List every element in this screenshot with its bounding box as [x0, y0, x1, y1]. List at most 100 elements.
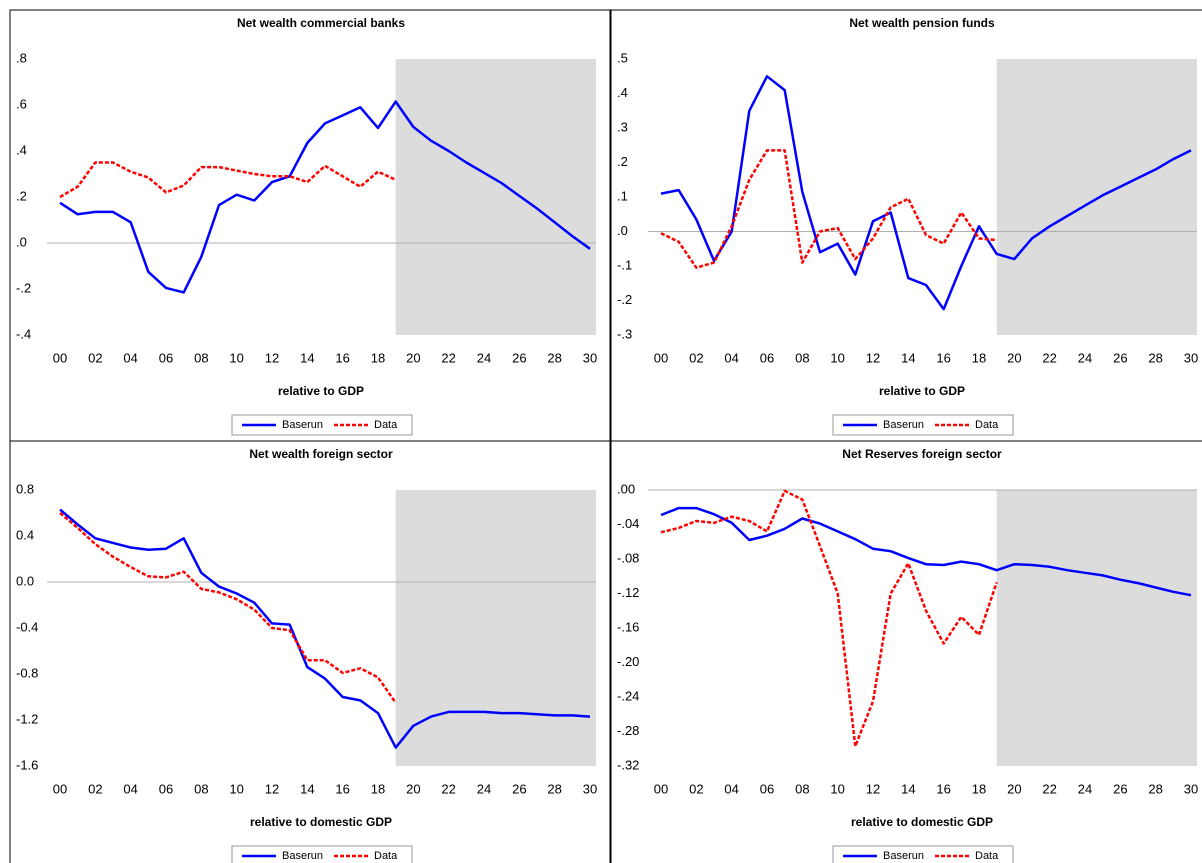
- x-tick-label: 00: [53, 350, 67, 365]
- x-tick-label: 08: [795, 781, 809, 796]
- x-axis-label: relative to GDP: [879, 384, 965, 398]
- y-tick-label: -.32: [617, 757, 639, 772]
- x-tick-label: 04: [724, 350, 738, 365]
- chart-title: Net wealth foreign sector: [249, 447, 393, 461]
- y-tick-label: .4: [617, 85, 628, 100]
- x-tick-label: 26: [512, 350, 526, 365]
- x-tick-label: 22: [1042, 350, 1056, 365]
- x-tick-label: 24: [477, 781, 491, 796]
- x-tick-label: 18: [972, 781, 986, 796]
- series-line: [660, 506, 1192, 597]
- x-tick-label: 26: [1113, 781, 1127, 796]
- x-tick-label: 30: [583, 781, 597, 796]
- chart-panel: Net Reserves foreign sector -.32 -.28 -.24 -…: [610, 440, 1202, 863]
- x-tick-label: 24: [477, 350, 491, 365]
- y-tick-label: .2: [617, 154, 628, 169]
- x-tick-label: 16: [936, 781, 950, 796]
- legend-label: Data: [374, 419, 398, 431]
- legend-label: Baserun: [282, 419, 323, 431]
- x-tick-label: 06: [159, 781, 173, 796]
- legend-label: Data: [975, 850, 999, 862]
- y-tick-label: -.16: [617, 619, 639, 634]
- legend-label: Baserun: [883, 419, 924, 431]
- series-line: [59, 100, 591, 294]
- y-tick-label: .0: [617, 223, 628, 238]
- y-tick-label: -.4: [16, 326, 31, 341]
- x-tick-label: 20: [1007, 781, 1021, 796]
- x-tick-label: 28: [1148, 350, 1162, 365]
- legend-label: Baserun: [883, 850, 924, 862]
- x-tick-label: 28: [547, 350, 561, 365]
- x-tick-label: 04: [123, 350, 137, 365]
- x-tick-label: 10: [830, 350, 844, 365]
- x-tick-label: 08: [194, 781, 208, 796]
- x-tick-label: 06: [760, 350, 774, 365]
- x-tick-label: 24: [1078, 350, 1092, 365]
- legend-box: [832, 414, 1014, 436]
- y-tick-label: .4: [16, 142, 27, 157]
- y-tick-label: -.08: [617, 550, 639, 565]
- legend-box: [832, 845, 1014, 863]
- x-tick-label: 10: [229, 781, 243, 796]
- chart-title: Net Reserves foreign sector: [842, 447, 1002, 461]
- legend-label: Data: [374, 850, 398, 862]
- x-tick-label: 02: [88, 781, 102, 796]
- x-tick-label: 26: [1113, 350, 1127, 365]
- series-line: [660, 489, 998, 748]
- x-tick-label: 04: [123, 781, 137, 796]
- y-tick-label: 0.0: [16, 573, 34, 588]
- chart-panel: Net wealth pension funds -.3 -.2 -.1 .0 .1 .2.…: [610, 9, 1202, 442]
- legend-box: [231, 845, 413, 863]
- forecast-shade: [395, 59, 596, 335]
- x-tick-label: 18: [972, 350, 986, 365]
- y-tick-label: -.1: [617, 257, 632, 272]
- legend-label: Data: [975, 419, 999, 431]
- chart-panel: Net wealth commercial banks -.4 -.2 .0 .2 .4.…: [9, 9, 611, 442]
- x-tick-label: 28: [547, 781, 561, 796]
- x-tick-label: 26: [512, 781, 526, 796]
- x-tick-label: 22: [441, 781, 455, 796]
- x-tick-label: 18: [371, 350, 385, 365]
- x-tick-label: 14: [300, 350, 314, 365]
- panel-frame: [9, 440, 611, 863]
- x-tick-label: 12: [265, 781, 279, 796]
- x-tick-label: 20: [1007, 350, 1021, 365]
- series-line: [59, 508, 591, 749]
- x-tick-label: 08: [194, 350, 208, 365]
- x-tick-label: 00: [654, 350, 668, 365]
- x-tick-label: 20: [406, 781, 420, 796]
- x-tick-label: 12: [866, 350, 880, 365]
- panel-frame: [610, 440, 1202, 863]
- x-tick-label: 06: [760, 781, 774, 796]
- legend-label: Baserun: [282, 850, 323, 862]
- x-tick-label: 22: [441, 350, 455, 365]
- y-tick-label: -1.6: [16, 757, 38, 772]
- x-tick-label: 06: [159, 350, 173, 365]
- y-tick-label: -1.2: [16, 711, 38, 726]
- y-tick-label: -.28: [617, 723, 639, 738]
- y-tick-label: -0.4: [16, 619, 38, 634]
- y-tick-label: 0.8: [16, 481, 34, 496]
- x-tick-label: 10: [830, 781, 844, 796]
- x-tick-label: 08: [795, 350, 809, 365]
- x-tick-label: 16: [335, 781, 349, 796]
- x-tick-label: 02: [88, 350, 102, 365]
- forecast-shade: [395, 490, 596, 766]
- x-tick-label: 04: [724, 781, 738, 796]
- y-tick-label: -.3: [617, 326, 632, 341]
- y-tick-label: -.04: [617, 516, 639, 531]
- x-tick-label: 24: [1078, 781, 1092, 796]
- series-line: [660, 149, 997, 269]
- x-tick-label: 14: [300, 781, 314, 796]
- x-tick-label: 16: [936, 350, 950, 365]
- x-tick-label: 16: [335, 350, 349, 365]
- y-tick-label: 0.4: [16, 527, 34, 542]
- y-tick-label: -.24: [617, 688, 639, 703]
- y-tick-label: -.2: [16, 280, 31, 295]
- x-tick-label: 02: [689, 350, 703, 365]
- x-axis-label: relative to GDP: [278, 384, 364, 398]
- x-tick-label: 00: [53, 781, 67, 796]
- y-tick-label: .1: [617, 188, 628, 203]
